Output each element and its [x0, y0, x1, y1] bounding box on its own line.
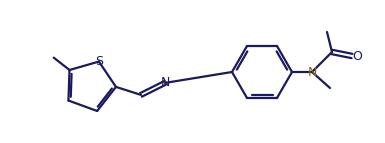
Text: N: N [307, 65, 317, 79]
Text: S: S [95, 55, 103, 68]
Text: O: O [352, 49, 362, 62]
Text: N: N [160, 76, 170, 89]
